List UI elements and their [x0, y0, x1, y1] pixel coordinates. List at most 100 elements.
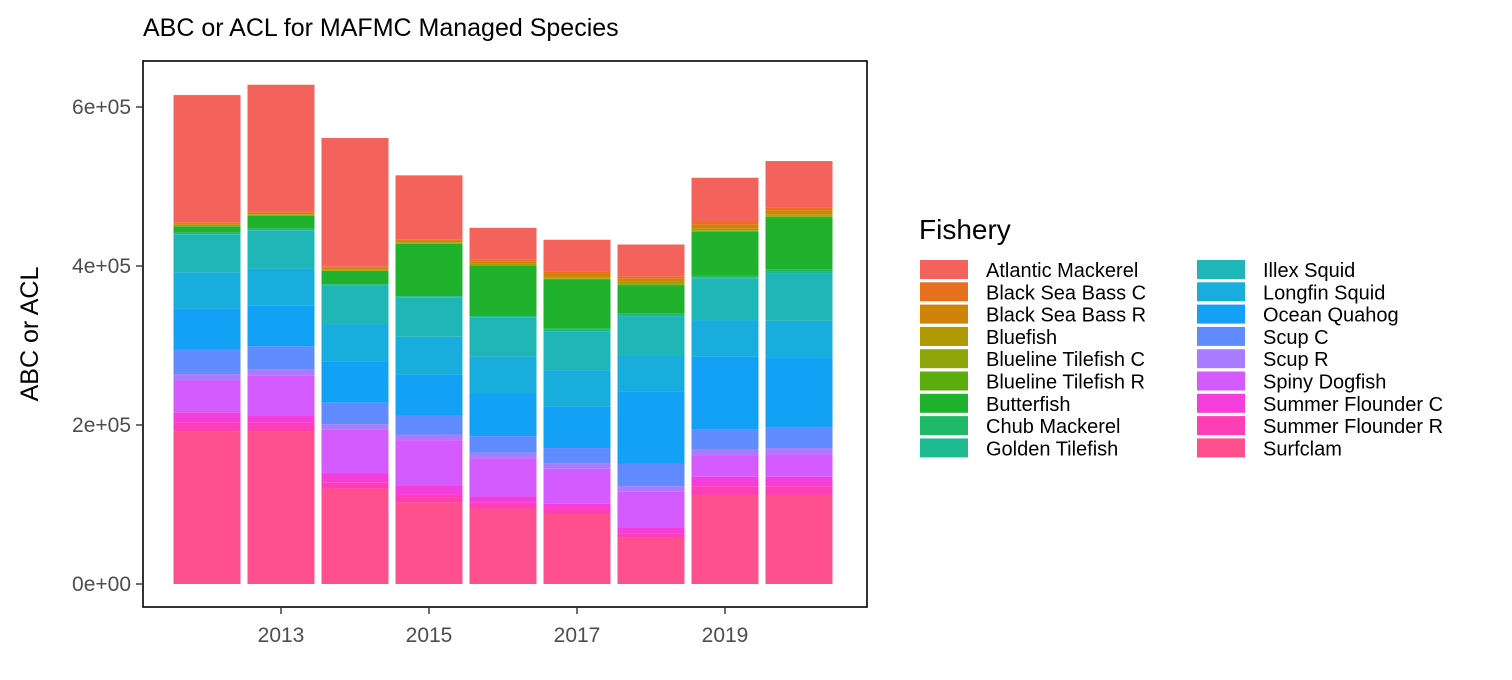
- bar-segment: [543, 331, 611, 371]
- bar-segment: [617, 486, 685, 492]
- bar-segment: [691, 224, 759, 229]
- bar-segment: [691, 356, 759, 430]
- bar-segment: [395, 336, 463, 375]
- legend-key: [920, 304, 968, 324]
- bar-segment: [691, 275, 759, 278]
- bar-segment: [765, 494, 833, 584]
- bar-segment: [395, 494, 463, 503]
- bar-segment: [395, 240, 463, 243]
- bar-segment: [691, 228, 759, 231]
- bar-segment: [543, 514, 611, 584]
- bar-segment: [469, 261, 537, 264]
- bar-segment: [395, 243, 463, 297]
- bar-segment: [691, 456, 759, 477]
- legend-key: [1197, 371, 1245, 391]
- legend-key: [920, 416, 968, 436]
- bar-segment: [395, 440, 463, 486]
- bar-segment: [469, 263, 537, 266]
- bar-segment: [543, 328, 611, 330]
- bar-segment: [617, 281, 685, 284]
- bar-segment: [321, 138, 389, 267]
- bar-segment: [765, 448, 833, 455]
- bar-segment: [691, 486, 759, 495]
- bar-segment: [321, 402, 389, 425]
- legend-key: [1197, 326, 1245, 346]
- bar-segment: [691, 277, 759, 279]
- bar-segment: [543, 329, 611, 332]
- bar-segment: [395, 502, 463, 584]
- plot-panel-border: [142, 60, 868, 608]
- bar-segment: [395, 485, 463, 495]
- bar-segment: [173, 224, 241, 227]
- bar-segment: [321, 284, 389, 286]
- bar-segment: [617, 314, 685, 317]
- x-axis: 2013 2015 2017 2019: [258, 607, 748, 647]
- bar-segment: [543, 271, 611, 274]
- bar-segment: [469, 259, 537, 262]
- bar-segment: [765, 269, 833, 272]
- bar-segment: [617, 285, 685, 314]
- bar-segment: [395, 239, 463, 241]
- y-tick-label: 2e+05: [72, 414, 131, 437]
- bar-segment: [543, 468, 611, 504]
- x-tick-label: 2015: [406, 624, 453, 647]
- legend-label: Golden Tilefish: [986, 438, 1118, 460]
- legend-key: [920, 438, 968, 458]
- bar-segment: [469, 317, 537, 357]
- bars-layer: [173, 84, 833, 584]
- bar-segment: [173, 272, 241, 309]
- bar-segment: [765, 454, 833, 477]
- bar-segment: [173, 223, 241, 225]
- bar-segment: [247, 230, 315, 269]
- legend-key: [1197, 349, 1245, 369]
- bar-segment: [617, 463, 685, 487]
- bar-segment: [173, 226, 241, 233]
- bar-segment: [173, 222, 241, 224]
- bar-segment: [321, 361, 389, 403]
- bar-segment: [247, 214, 315, 216]
- bar-segment: [247, 215, 315, 229]
- legend-key: [1197, 260, 1245, 279]
- bar-segment: [173, 380, 241, 413]
- bar-segment: [617, 533, 685, 538]
- legend-label: Blueline Tilefish R: [986, 372, 1145, 394]
- bar-segment: [543, 279, 611, 329]
- bar-segment: [247, 431, 315, 584]
- x-tick-label: 2013: [258, 624, 305, 647]
- bar-segment: [247, 375, 315, 416]
- bar-segment: [395, 374, 463, 416]
- bar-segment: [469, 508, 537, 584]
- bar-segment: [691, 221, 759, 225]
- bar-segment: [321, 270, 389, 285]
- bar-segment: [691, 278, 759, 321]
- bar-segment: [617, 491, 685, 528]
- bar-segment: [765, 210, 833, 215]
- bar-segment: [543, 448, 611, 464]
- bar-segment: [469, 393, 537, 437]
- bar-segment: [543, 508, 611, 515]
- bar-segment: [617, 244, 685, 277]
- bar-segment: [765, 216, 833, 218]
- bar-segment: [765, 271, 833, 274]
- legend-label: Summer Flounder R: [1263, 416, 1443, 438]
- bar-segment: [765, 486, 833, 495]
- legend-key: [920, 282, 968, 302]
- bar-segment: [395, 297, 463, 337]
- bar-segment: [247, 415, 315, 423]
- bar-segment: [321, 473, 389, 483]
- legend-label: Surfclam: [1263, 438, 1342, 460]
- bar-segment: [247, 268, 315, 306]
- bar-segment: [469, 458, 537, 497]
- bar-segment: [691, 449, 759, 457]
- legend-label: Black Sea Bass R: [986, 305, 1146, 327]
- bar-segment: [321, 429, 389, 474]
- bar-segment: [321, 269, 389, 271]
- bar-segment: [765, 161, 833, 208]
- bar-segment: [617, 316, 685, 356]
- legend-label: Chub Mackerel: [986, 416, 1121, 438]
- bar-segment: [765, 214, 833, 216]
- bar-segment: [321, 424, 389, 430]
- bar-segment: [469, 452, 537, 459]
- bar-segment: [173, 308, 241, 350]
